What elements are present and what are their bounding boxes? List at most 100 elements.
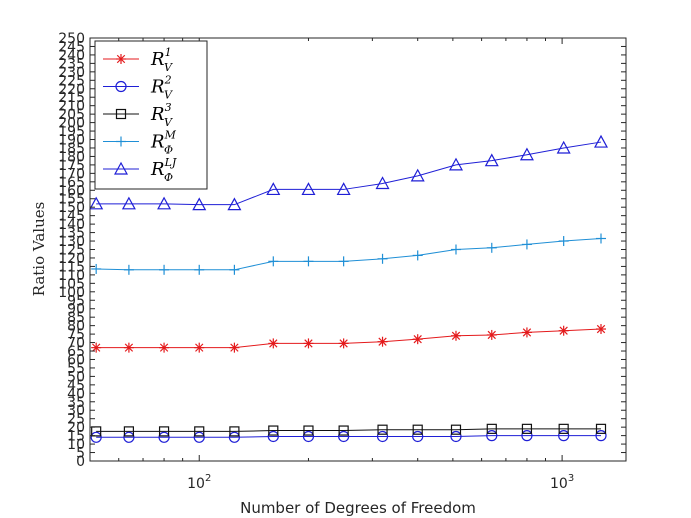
- y-tick-label: 170: [58, 166, 85, 182]
- data-point: [92, 343, 101, 352]
- data-point: [412, 424, 423, 435]
- y-tick-label: 215: [58, 90, 85, 106]
- legend-item: RM Φ: [103, 129, 177, 157]
- data-point: [558, 423, 569, 434]
- data-point: [595, 430, 607, 442]
- y-tick-label: 250: [58, 31, 85, 47]
- legend-marker: [116, 54, 126, 64]
- x-tick-label: 102: [187, 473, 211, 492]
- y-tick-label: 25: [67, 412, 85, 428]
- data-point: [521, 423, 533, 434]
- y-tick-label: 150: [58, 200, 85, 216]
- data-point: [486, 430, 498, 442]
- y-tick-label: 55: [67, 361, 85, 377]
- y-tick-label: 15: [67, 429, 85, 445]
- y-tick-label: 70: [67, 336, 85, 352]
- legend-box: [94, 40, 208, 190]
- y-tick-label: 135: [58, 226, 85, 242]
- y-tick-label: 50: [67, 369, 85, 385]
- data-point: [377, 424, 388, 435]
- y-tick-label: 225: [58, 73, 85, 89]
- data-point: [91, 426, 102, 437]
- data-point: [521, 430, 533, 442]
- data-point: [376, 430, 389, 443]
- series-line: [96, 428, 602, 432]
- data-point: [195, 343, 204, 352]
- y-tick-label: 110: [58, 268, 85, 284]
- axes: 0510152025303540455055606570758085909510…: [58, 31, 627, 492]
- y-tick-label: 105: [58, 276, 85, 292]
- series-5: [89, 134, 609, 211]
- data-point: [268, 425, 279, 436]
- data-point: [593, 134, 609, 148]
- legend-item: R1 V: [103, 46, 173, 74]
- data-point: [157, 196, 172, 210]
- data-point: [269, 339, 278, 348]
- y-tick-label: 30: [67, 403, 85, 419]
- data-point: [338, 430, 350, 443]
- y-tick-label: 140: [58, 217, 85, 233]
- legend-item: R3 V: [103, 101, 173, 129]
- data-point: [230, 343, 239, 352]
- y-tick-label: 145: [58, 209, 85, 225]
- y-tick-label: 80: [67, 319, 85, 335]
- legend-label: R3 V: [150, 101, 173, 129]
- y-tick-label: 120: [58, 251, 85, 267]
- data-point: [301, 182, 316, 196]
- data-point: [159, 343, 169, 352]
- y-tick-label: 100: [58, 285, 85, 301]
- y-tick-label: 35: [67, 395, 85, 411]
- y-tick-label: 160: [58, 183, 85, 199]
- data-point: [89, 196, 104, 210]
- series-3: [91, 423, 607, 437]
- y-tick-label: 235: [58, 56, 85, 72]
- y-tick-label: 185: [58, 141, 85, 157]
- legend-label: R2 V: [150, 74, 173, 102]
- data-point: [559, 326, 568, 335]
- data-point: [123, 426, 135, 437]
- y-tick-label: 165: [58, 175, 85, 191]
- y-tick-label: 10: [67, 437, 85, 453]
- y-tick-label: 195: [58, 124, 85, 140]
- series-2: [90, 430, 607, 443]
- data-point: [266, 182, 281, 196]
- data-point: [410, 168, 425, 182]
- data-point: [451, 331, 461, 340]
- data-point: [229, 426, 240, 437]
- data-point: [302, 430, 315, 443]
- data-point: [519, 147, 534, 161]
- y-tick-label: 115: [58, 259, 85, 275]
- y-tick-label: 95: [67, 293, 85, 309]
- legend-item: RLJ Φ: [103, 156, 177, 184]
- data-point: [267, 430, 279, 443]
- series-4: [91, 233, 607, 275]
- x-axis-label: Number of Degrees of Freedom: [240, 499, 476, 517]
- data-point: [595, 423, 607, 434]
- y-tick-label: 45: [67, 378, 85, 394]
- data-point: [336, 182, 351, 196]
- y-tick-label: 5: [76, 446, 85, 462]
- data-point: [124, 343, 134, 352]
- y-tick-label: 60: [67, 352, 85, 368]
- data-point: [487, 330, 496, 340]
- data-point: [338, 425, 349, 436]
- data-point: [450, 424, 462, 435]
- data-point: [158, 431, 170, 443]
- data-point: [90, 431, 102, 443]
- x-tick-label: 103: [550, 473, 574, 492]
- legend-label: R1 V: [150, 46, 173, 74]
- chart-marks: [89, 134, 609, 443]
- data-point: [158, 426, 170, 437]
- data-point: [193, 431, 205, 443]
- series-1: [91, 324, 607, 353]
- legend-label: RLJ Φ: [150, 156, 177, 184]
- data-point: [304, 339, 313, 348]
- y-tick-label: 155: [58, 192, 85, 208]
- y-tick-label: 245: [58, 39, 85, 55]
- y-tick-label: 85: [67, 310, 85, 326]
- y-tick-label: 75: [67, 327, 85, 343]
- data-point: [339, 339, 348, 348]
- data-point: [123, 431, 135, 443]
